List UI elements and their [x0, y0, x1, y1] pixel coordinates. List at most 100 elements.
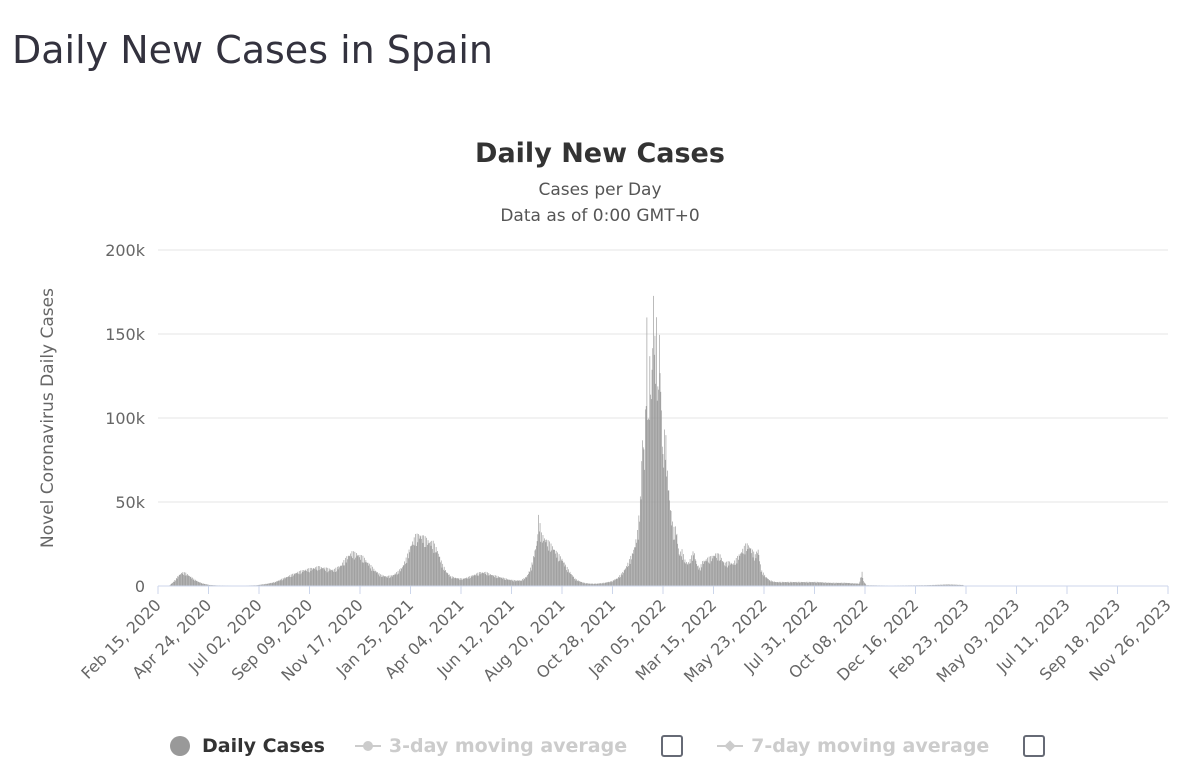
- daily-case-bar[interactable]: [738, 554, 740, 586]
- daily-case-bar[interactable]: [737, 555, 738, 586]
- daily-case-bar[interactable]: [531, 562, 533, 586]
- daily-case-bar[interactable]: [427, 544, 428, 586]
- daily-case-bar[interactable]: [267, 583, 269, 586]
- daily-case-bar[interactable]: [363, 562, 364, 586]
- daily-case-bar[interactable]: [538, 531, 540, 586]
- daily-case-bar[interactable]: [524, 578, 526, 586]
- daily-case-bar[interactable]: [469, 576, 471, 586]
- daily-case-bar[interactable]: [456, 578, 457, 586]
- daily-case-bar[interactable]: [751, 549, 753, 586]
- daily-case-bar[interactable]: [330, 569, 332, 586]
- legend-7day-average[interactable]: 7-day moving average: [717, 735, 989, 757]
- daily-case-bar[interactable]: [654, 335, 656, 586]
- daily-case-bar[interactable]: [662, 454, 664, 586]
- daily-case-bar[interactable]: [595, 583, 596, 586]
- daily-case-bar[interactable]: [403, 565, 405, 586]
- daily-case-bar[interactable]: [542, 535, 544, 586]
- daily-case-bar[interactable]: [707, 557, 708, 586]
- daily-case-bar[interactable]: [345, 557, 346, 586]
- daily-case-bar[interactable]: [691, 560, 693, 586]
- daily-case-bar[interactable]: [630, 555, 632, 586]
- daily-case-bar[interactable]: [639, 521, 640, 586]
- daily-case-bar[interactable]: [287, 576, 289, 586]
- daily-case-bar[interactable]: [648, 418, 649, 586]
- daily-case-bar[interactable]: [186, 575, 187, 586]
- daily-case-bar[interactable]: [408, 549, 410, 586]
- daily-case-bar[interactable]: [370, 565, 372, 586]
- daily-case-bar[interactable]: [437, 550, 438, 586]
- daily-case-bar[interactable]: [325, 570, 326, 586]
- daily-case-bar[interactable]: [855, 583, 856, 586]
- daily-case-bar[interactable]: [679, 555, 681, 586]
- daily-case-bar[interactable]: [376, 572, 378, 586]
- daily-case-bar[interactable]: [497, 577, 498, 586]
- daily-case-bar[interactable]: [611, 580, 613, 586]
- daily-case-bar[interactable]: [652, 348, 654, 586]
- daily-case-bar[interactable]: [551, 550, 553, 586]
- daily-case-bar[interactable]: [529, 572, 531, 586]
- daily-case-bar[interactable]: [561, 558, 563, 586]
- daily-case-bar[interactable]: [845, 582, 847, 586]
- daily-case-bar[interactable]: [693, 555, 695, 586]
- daily-case-bar[interactable]: [410, 546, 412, 586]
- daily-case-bar[interactable]: [535, 549, 536, 586]
- daily-case-bar[interactable]: [453, 576, 455, 586]
- daily-case-bar[interactable]: [751, 553, 752, 586]
- daily-case-bar[interactable]: [571, 575, 573, 586]
- daily-case-bar[interactable]: [615, 578, 617, 586]
- daily-case-bar[interactable]: [189, 577, 191, 586]
- daily-case-bar[interactable]: [435, 552, 436, 586]
- daily-case-bar[interactable]: [949, 584, 951, 586]
- daily-case-bar[interactable]: [379, 576, 381, 586]
- daily-case-bar[interactable]: [580, 581, 582, 586]
- daily-case-bar[interactable]: [675, 535, 677, 586]
- daily-case-bar[interactable]: [939, 584, 940, 586]
- daily-case-bar[interactable]: [841, 582, 842, 586]
- daily-case-bar[interactable]: [839, 582, 840, 586]
- daily-case-bar[interactable]: [657, 386, 659, 586]
- daily-case-bar[interactable]: [768, 579, 769, 586]
- daily-case-bar[interactable]: [334, 568, 335, 586]
- daily-case-bar[interactable]: [332, 569, 334, 586]
- daily-case-bar[interactable]: [680, 551, 681, 586]
- daily-case-bar[interactable]: [767, 578, 768, 586]
- daily-case-bar[interactable]: [688, 562, 689, 586]
- daily-case-bar[interactable]: [414, 545, 416, 586]
- daily-case-bar[interactable]: [473, 575, 474, 586]
- daily-case-bar[interactable]: [290, 577, 291, 586]
- daily-case-bar[interactable]: [549, 541, 550, 586]
- daily-case-bar[interactable]: [380, 574, 381, 586]
- daily-case-bar[interactable]: [701, 567, 703, 586]
- toggle-3day-checkbox[interactable]: [661, 735, 684, 757]
- daily-case-bar[interactable]: [590, 583, 591, 586]
- daily-case-bar[interactable]: [467, 576, 469, 586]
- daily-case-bar[interactable]: [391, 575, 392, 586]
- daily-case-bar[interactable]: [746, 543, 748, 586]
- daily-case-bar[interactable]: [810, 581, 812, 586]
- daily-case-bar[interactable]: [847, 582, 848, 586]
- daily-case-bar[interactable]: [418, 534, 419, 586]
- daily-case-bar[interactable]: [841, 583, 843, 586]
- daily-case-bar[interactable]: [734, 560, 736, 586]
- daily-case-bar[interactable]: [765, 576, 767, 586]
- daily-case-bar[interactable]: [864, 583, 866, 586]
- daily-case-bar[interactable]: [532, 564, 534, 586]
- daily-case-bar[interactable]: [193, 578, 195, 586]
- daily-case-bar[interactable]: [269, 583, 271, 586]
- daily-case-bar[interactable]: [728, 565, 730, 586]
- daily-case-bar[interactable]: [710, 561, 712, 586]
- daily-case-bar[interactable]: [607, 582, 608, 586]
- daily-case-bar[interactable]: [354, 551, 356, 586]
- daily-case-bar[interactable]: [574, 578, 576, 586]
- daily-case-bar[interactable]: [605, 582, 607, 586]
- daily-case-bar[interactable]: [763, 576, 765, 586]
- daily-case-bar[interactable]: [175, 578, 177, 586]
- daily-case-bar[interactable]: [843, 583, 845, 586]
- daily-case-bar[interactable]: [629, 559, 630, 586]
- daily-case-bar[interactable]: [750, 548, 752, 586]
- daily-case-bar[interactable]: [207, 584, 209, 586]
- daily-case-bar[interactable]: [731, 563, 733, 586]
- daily-case-bar[interactable]: [194, 580, 195, 586]
- daily-case-bar[interactable]: [365, 560, 367, 586]
- daily-case-bar[interactable]: [493, 575, 495, 586]
